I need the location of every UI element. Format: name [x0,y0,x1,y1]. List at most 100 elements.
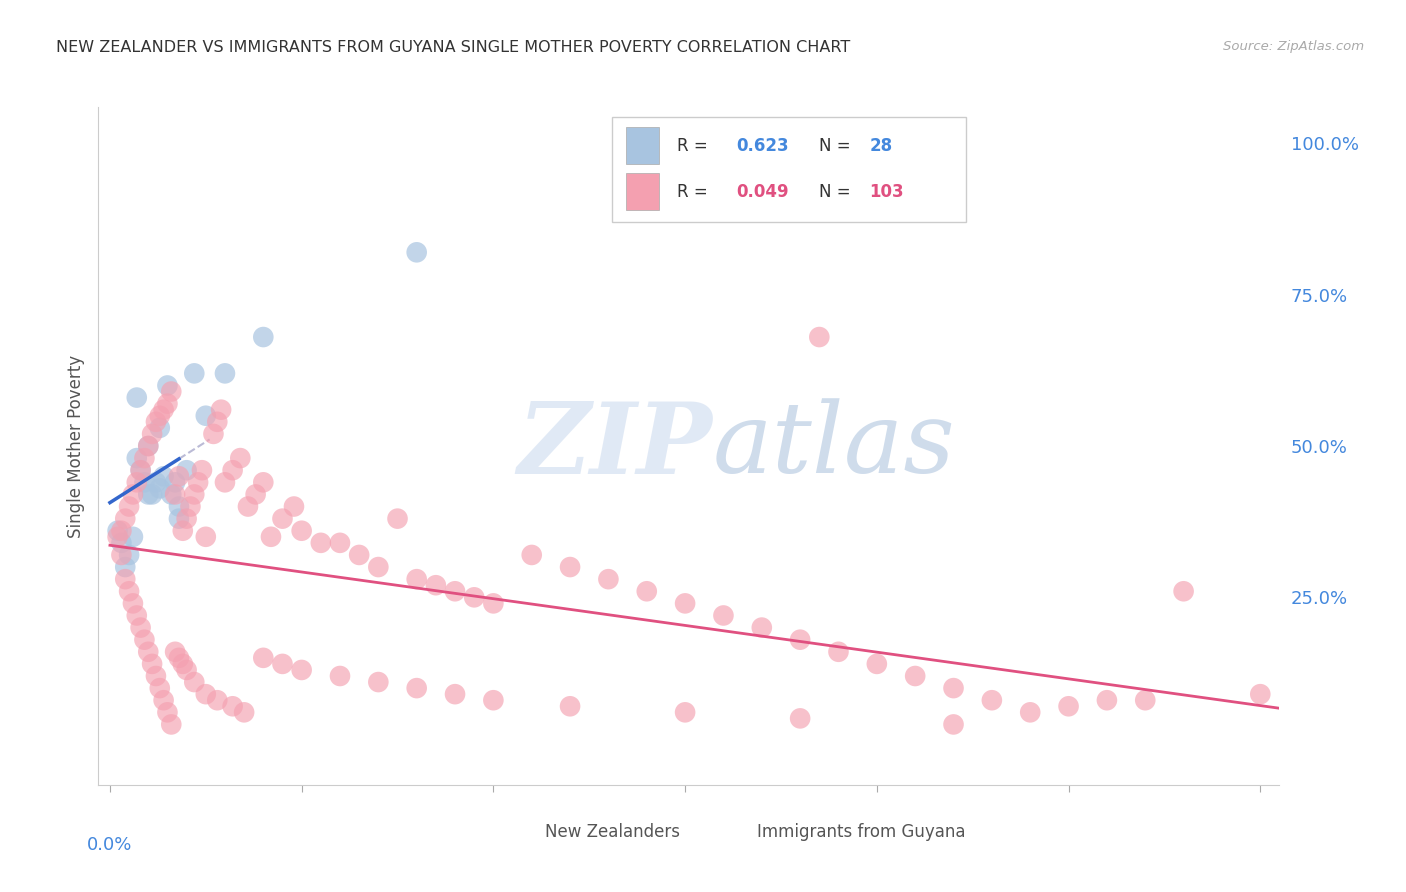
Point [114,560,136,574]
Point [214,475,236,490]
Point [122,596,145,610]
Point [152,469,174,483]
Point [713,608,735,623]
Point [114,572,136,586]
Text: R =: R = [678,136,707,154]
Point [827,645,849,659]
Point [252,651,274,665]
Point [252,475,274,490]
FancyBboxPatch shape [612,117,966,222]
Point [145,475,167,490]
Point [165,487,187,501]
Point [183,675,205,690]
Point [221,463,243,477]
Point [134,451,156,466]
Bar [501,819,537,846]
Point [444,687,467,701]
Point [167,651,190,665]
Point [122,487,145,501]
Point [183,367,205,381]
Point [221,699,243,714]
Point [405,572,427,586]
Point [118,500,141,514]
Text: New Zealanders: New Zealanders [546,823,681,841]
Point [209,402,232,417]
Point [347,548,370,562]
Point [942,717,965,731]
Point [160,487,183,501]
Point [149,409,172,423]
Text: N =: N = [818,136,851,154]
Point [165,475,187,490]
Point [172,657,194,671]
Point [167,469,190,483]
Point [156,706,179,720]
Point [789,632,811,647]
Point [271,511,294,525]
Point [118,584,141,599]
Point [636,584,658,599]
Point [172,524,194,538]
Point [160,384,183,399]
Point [167,511,190,525]
Point [558,699,581,714]
Point [141,487,163,501]
Point [520,548,543,562]
Point [149,421,172,435]
Point [134,475,156,490]
Point [751,136,773,151]
Point [233,706,256,720]
Point [165,645,187,659]
Point [176,511,198,525]
Point [136,439,159,453]
Bar [626,173,659,211]
Point [1249,687,1271,701]
Bar [626,127,659,164]
Point [110,524,132,538]
Point [149,482,172,496]
Point [149,681,172,695]
Point [425,578,447,592]
Point [145,415,167,429]
Point [291,524,314,538]
Point [187,475,209,490]
Point [309,536,332,550]
Point [444,584,467,599]
Point [194,530,217,544]
Point [176,663,198,677]
Point [1135,693,1157,707]
Point [482,596,505,610]
Point [136,487,159,501]
Point [214,367,236,381]
Point [942,681,965,695]
Point [176,463,198,477]
Text: R =: R = [678,183,707,201]
Point [129,621,152,635]
Point [107,530,129,544]
Point [141,426,163,441]
Point [194,687,217,701]
Point [789,711,811,725]
Point [245,487,267,501]
Point [125,475,148,490]
Point [1095,693,1118,707]
Point [156,396,179,410]
Point [1173,584,1195,599]
Point [980,693,1002,707]
Point [125,391,148,405]
Point [598,572,620,586]
Point [179,500,201,514]
Point [904,669,927,683]
Point [141,657,163,671]
Point [152,402,174,417]
Point [125,451,148,466]
Point [191,463,214,477]
Point [136,439,159,453]
Point [110,548,132,562]
Point [329,669,352,683]
Point [482,693,505,707]
Text: Immigrants from Guyana: Immigrants from Guyana [758,823,966,841]
Y-axis label: Single Mother Poverty: Single Mother Poverty [66,354,84,538]
Point [110,536,132,550]
Point [207,415,229,429]
